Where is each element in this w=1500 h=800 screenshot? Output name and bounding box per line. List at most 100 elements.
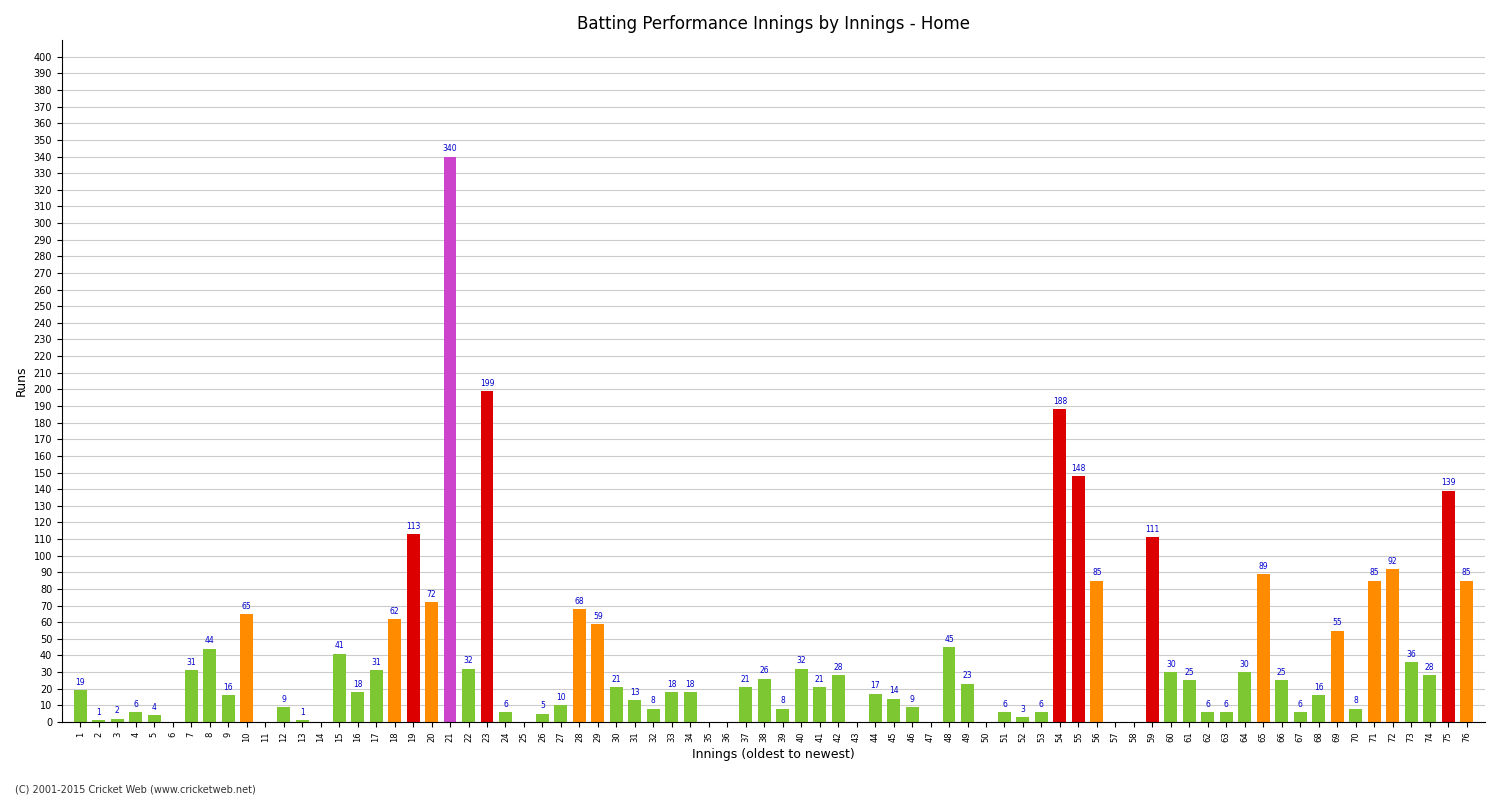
Bar xyxy=(1072,476,1084,722)
Bar xyxy=(740,687,752,722)
Text: 85: 85 xyxy=(1461,568,1472,578)
Bar xyxy=(1312,695,1324,722)
Bar xyxy=(536,714,549,722)
Bar xyxy=(93,720,105,722)
Bar xyxy=(74,690,87,722)
Text: 30: 30 xyxy=(1240,660,1250,669)
Bar xyxy=(278,707,290,722)
Text: 89: 89 xyxy=(1258,562,1268,570)
Bar xyxy=(388,619,400,722)
Bar xyxy=(462,669,476,722)
Bar xyxy=(666,692,678,722)
Text: 6: 6 xyxy=(1224,700,1228,709)
Text: 199: 199 xyxy=(480,378,494,388)
Bar xyxy=(222,695,234,722)
Text: 3: 3 xyxy=(1020,705,1026,714)
Text: 25: 25 xyxy=(1276,668,1287,677)
Text: 23: 23 xyxy=(963,671,972,680)
Text: 6: 6 xyxy=(1040,700,1044,709)
Text: 9: 9 xyxy=(909,694,915,704)
Bar xyxy=(369,670,382,722)
Text: 68: 68 xyxy=(574,597,584,606)
Bar xyxy=(351,692,364,722)
Text: 4: 4 xyxy=(152,703,156,712)
Bar xyxy=(591,624,604,722)
Bar xyxy=(204,649,216,722)
Text: 19: 19 xyxy=(75,678,86,687)
Bar xyxy=(1184,680,1196,722)
Text: 340: 340 xyxy=(442,144,458,154)
Bar xyxy=(795,669,807,722)
Bar xyxy=(1368,581,1380,722)
Bar xyxy=(444,157,456,722)
Bar xyxy=(684,692,698,722)
Bar xyxy=(1275,680,1288,722)
Bar xyxy=(1220,712,1233,722)
Text: 25: 25 xyxy=(1185,668,1194,677)
Text: 111: 111 xyxy=(1144,525,1160,534)
Text: 8: 8 xyxy=(780,696,784,706)
Bar xyxy=(333,654,345,722)
Text: 1: 1 xyxy=(300,708,304,717)
Bar xyxy=(962,684,974,722)
Y-axis label: Runs: Runs xyxy=(15,366,28,396)
Text: 85: 85 xyxy=(1092,568,1101,578)
Text: 6: 6 xyxy=(1298,700,1302,709)
Text: 45: 45 xyxy=(944,635,954,644)
Bar xyxy=(111,718,125,722)
Text: 2: 2 xyxy=(116,706,120,715)
Text: 18: 18 xyxy=(686,680,694,689)
Text: 30: 30 xyxy=(1166,660,1176,669)
Text: 21: 21 xyxy=(741,674,750,684)
Bar xyxy=(868,694,882,722)
Text: 8: 8 xyxy=(1353,696,1358,706)
Bar xyxy=(776,709,789,722)
Text: 9: 9 xyxy=(280,694,286,704)
X-axis label: Innings (oldest to newest): Innings (oldest to newest) xyxy=(692,748,855,761)
Title: Batting Performance Innings by Innings - Home: Batting Performance Innings by Innings -… xyxy=(578,15,970,33)
Text: 188: 188 xyxy=(1053,397,1066,406)
Bar xyxy=(628,700,642,722)
Bar xyxy=(500,712,512,722)
Bar xyxy=(1146,538,1160,722)
Text: (C) 2001-2015 Cricket Web (www.cricketweb.net): (C) 2001-2015 Cricket Web (www.cricketwe… xyxy=(15,784,255,794)
Text: 148: 148 xyxy=(1071,463,1086,473)
Text: 32: 32 xyxy=(796,657,806,666)
Text: 59: 59 xyxy=(592,611,603,621)
Text: 41: 41 xyxy=(334,642,344,650)
Bar xyxy=(1330,630,1344,722)
Bar xyxy=(831,675,844,722)
Bar xyxy=(1386,569,1400,722)
Bar xyxy=(1404,662,1417,722)
Text: 44: 44 xyxy=(206,637,214,646)
Bar xyxy=(1239,672,1251,722)
Bar xyxy=(1017,717,1029,722)
Text: 8: 8 xyxy=(651,696,656,706)
Text: 1: 1 xyxy=(96,708,100,717)
Text: 36: 36 xyxy=(1406,650,1416,658)
Bar xyxy=(942,647,956,722)
Bar xyxy=(296,720,309,722)
Bar xyxy=(1257,574,1269,722)
Bar xyxy=(240,614,254,722)
Text: 92: 92 xyxy=(1388,557,1398,566)
Text: 26: 26 xyxy=(759,666,770,675)
Bar xyxy=(148,715,160,722)
Bar xyxy=(758,678,771,722)
Bar xyxy=(1442,491,1455,722)
Text: 18: 18 xyxy=(668,680,676,689)
Text: 13: 13 xyxy=(630,688,639,697)
Bar xyxy=(1090,581,1104,722)
Bar xyxy=(610,687,622,722)
Bar xyxy=(1202,712,1214,722)
Text: 72: 72 xyxy=(426,590,436,599)
Text: 85: 85 xyxy=(1370,568,1378,578)
Text: 5: 5 xyxy=(540,702,544,710)
Bar xyxy=(424,602,438,722)
Text: 28: 28 xyxy=(834,663,843,672)
Bar xyxy=(1460,581,1473,722)
Bar xyxy=(1293,712,1306,722)
Text: 16: 16 xyxy=(1314,683,1323,692)
Text: 16: 16 xyxy=(224,683,232,692)
Text: 55: 55 xyxy=(1332,618,1342,627)
